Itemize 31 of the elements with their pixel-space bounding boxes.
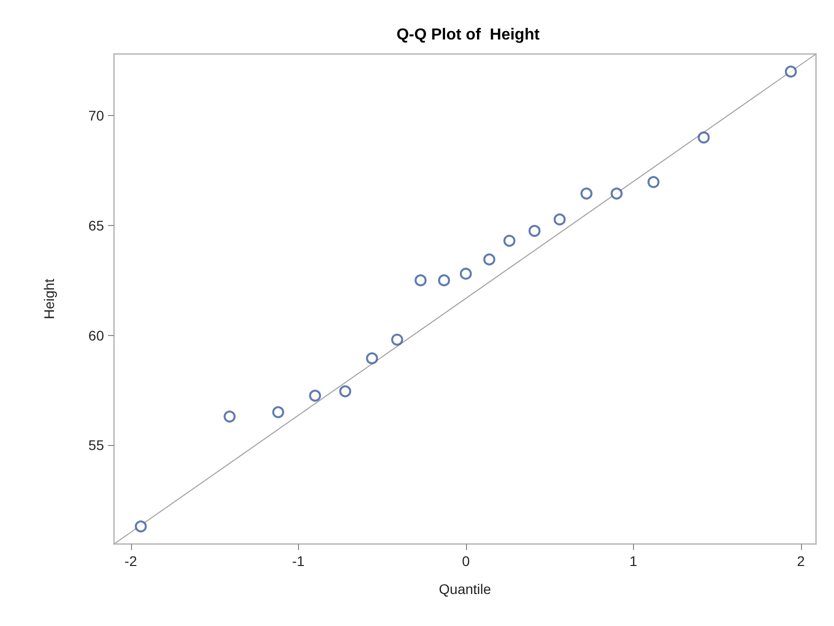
point xyxy=(224,410,236,423)
x-tick-label: 1 xyxy=(629,553,638,569)
point xyxy=(391,334,404,346)
point xyxy=(483,253,496,266)
point xyxy=(309,390,322,402)
point xyxy=(554,213,566,226)
x-tick-label: -2 xyxy=(124,553,138,569)
point xyxy=(134,520,147,532)
y-tick-label: 55 xyxy=(88,437,104,454)
point xyxy=(784,66,797,78)
x-tick-label: 0 xyxy=(462,553,470,569)
point xyxy=(460,268,472,280)
point xyxy=(610,188,623,200)
point xyxy=(272,406,284,418)
point xyxy=(580,188,592,200)
point xyxy=(366,352,378,364)
y-axis-title: Height xyxy=(41,278,57,320)
y-tick-label: 70 xyxy=(88,108,104,124)
point xyxy=(647,176,660,188)
chart-title: Q-Q Plot of Height xyxy=(396,26,540,44)
x-tick-label: -1 xyxy=(292,553,305,569)
point xyxy=(438,274,450,286)
x-tick-label: 2 xyxy=(797,553,806,569)
point xyxy=(414,274,427,286)
point xyxy=(503,234,516,247)
point xyxy=(528,224,541,237)
point xyxy=(339,385,352,398)
x-axis-title: Quantile xyxy=(438,581,492,597)
y-tick-label: 60 xyxy=(88,327,104,344)
y-tick-label: 65 xyxy=(88,217,104,234)
point xyxy=(698,132,710,144)
